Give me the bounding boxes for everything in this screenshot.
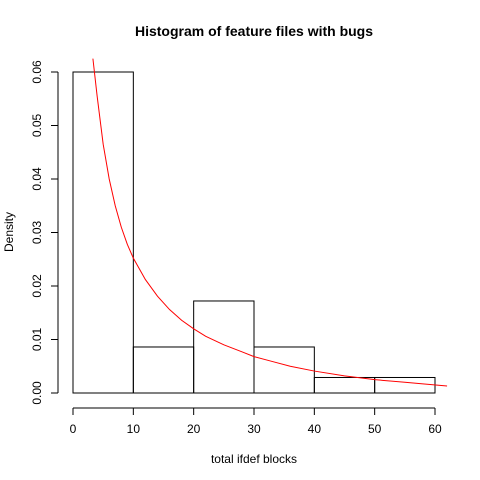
histogram-bar-1 bbox=[72, 71, 134, 394]
x-tick-label-20: 20 bbox=[187, 422, 201, 436]
x-axis-label: total ifdef blocks bbox=[211, 452, 297, 466]
histogram-bar-4 bbox=[253, 346, 315, 394]
histogram-bar-6 bbox=[374, 376, 436, 394]
density-curve bbox=[92, 58, 448, 387]
x-tick-label-10: 10 bbox=[127, 422, 141, 436]
y-tick-label-0.05: 0.05 bbox=[30, 113, 44, 137]
x-axis-ticks: 0 10 20 30 40 50 60 bbox=[70, 408, 442, 436]
y-tick-label-0.03: 0.03 bbox=[30, 220, 44, 244]
y-tick-label-0.04: 0.04 bbox=[30, 167, 44, 191]
y-tick-label-0.01: 0.01 bbox=[30, 327, 44, 351]
y-axis-label: Density bbox=[2, 212, 16, 252]
chart-title: Histogram of feature files with bugs bbox=[135, 23, 373, 39]
y-tick-label-0.06: 0.06 bbox=[30, 60, 44, 84]
y-axis-ticks: 0.00 0.01 0.02 0.03 0.04 0.05 0.06 bbox=[30, 60, 58, 405]
density-curve-layer bbox=[92, 58, 448, 387]
y-tick-label-0.02: 0.02 bbox=[30, 274, 44, 298]
histogram-bar-3 bbox=[193, 300, 255, 394]
x-tick-label-60: 60 bbox=[428, 422, 442, 436]
x-tick-label-30: 30 bbox=[247, 422, 261, 436]
histogram-bar-5 bbox=[313, 376, 376, 394]
x-tick-label-40: 40 bbox=[308, 422, 322, 436]
histogram-bars bbox=[72, 71, 436, 394]
y-tick-label-0.00: 0.00 bbox=[30, 381, 44, 405]
x-tick-label-0: 0 bbox=[70, 422, 77, 436]
histogram-bar-2 bbox=[132, 346, 195, 394]
x-tick-label-50: 50 bbox=[368, 422, 382, 436]
